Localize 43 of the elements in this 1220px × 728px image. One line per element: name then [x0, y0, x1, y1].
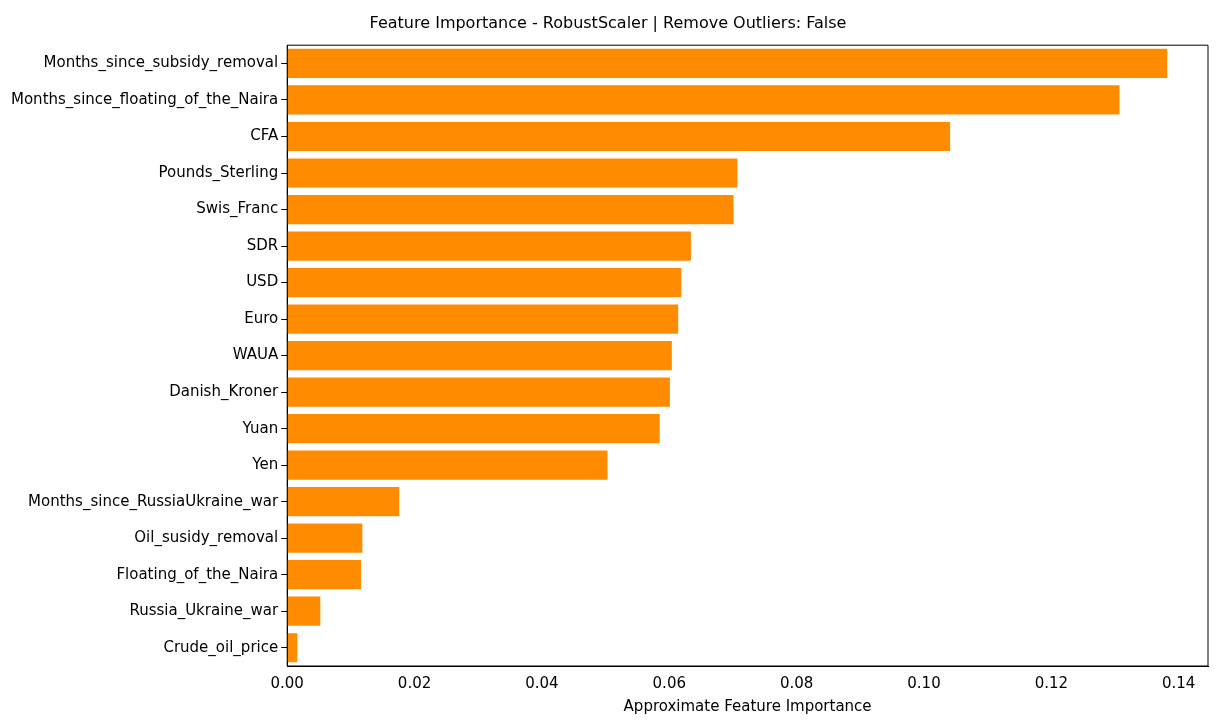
bar — [287, 231, 691, 261]
bar — [287, 414, 660, 444]
bar — [287, 194, 734, 225]
bar — [287, 487, 400, 517]
x-tick-label: 0.08 — [779, 673, 814, 692]
bar — [287, 48, 1168, 79]
bar — [287, 560, 362, 590]
y-tick-label: Swis_Franc — [196, 199, 279, 219]
x-tick-label: 0.06 — [652, 673, 686, 692]
bar — [287, 377, 670, 407]
bar — [287, 340, 672, 371]
y-tick-label: Danish_Kroner — [169, 382, 280, 402]
x-tick-label: 0.10 — [907, 673, 941, 692]
y-tick-label: Months_since_RussiaUkraine_war — [28, 491, 280, 511]
bar — [287, 596, 321, 626]
chart-title: Feature Importance - RobustScaler | Remove Outliers: False — [369, 12, 847, 32]
x-tick-label: 0.02 — [397, 673, 432, 692]
y-tick-label: Months_since_floating_of_the_Naira — [11, 89, 279, 109]
bar — [287, 121, 951, 152]
bar — [287, 267, 682, 298]
y-tick-label: Yen — [251, 455, 279, 474]
y-tick-label: SDR — [246, 235, 279, 254]
y-tick-label: Pounds_Sterling — [158, 162, 279, 182]
bar — [287, 85, 1120, 115]
y-tick-label: WAUA — [232, 345, 279, 364]
bar — [287, 304, 679, 334]
y-tick-label: Russia_Ukraine_war — [129, 601, 280, 621]
bar — [287, 450, 608, 480]
y-tick-label: Oil_susidy_removal — [134, 528, 279, 548]
x-tick-label: 0.12 — [1034, 673, 1069, 692]
y-tick-label: Euro — [244, 308, 279, 327]
y-tick-label: Crude_oil_price — [163, 637, 279, 657]
x-tick-label: 0.04 — [525, 673, 559, 692]
bar — [287, 158, 738, 188]
x-tick-label: 0.14 — [1162, 673, 1196, 692]
y-tick-label: CFA — [250, 126, 279, 145]
y-tick-label: Yuan — [241, 418, 279, 437]
x-axis-title: Approximate Feature Importance — [623, 696, 872, 715]
bar — [287, 523, 363, 553]
y-tick-label: USD — [246, 272, 279, 291]
x-tick-label: 0.00 — [270, 673, 304, 692]
y-tick-label: Floating_of_the_Naira — [116, 564, 279, 584]
y-tick-label: Months_since_subsidy_removal — [43, 53, 279, 73]
